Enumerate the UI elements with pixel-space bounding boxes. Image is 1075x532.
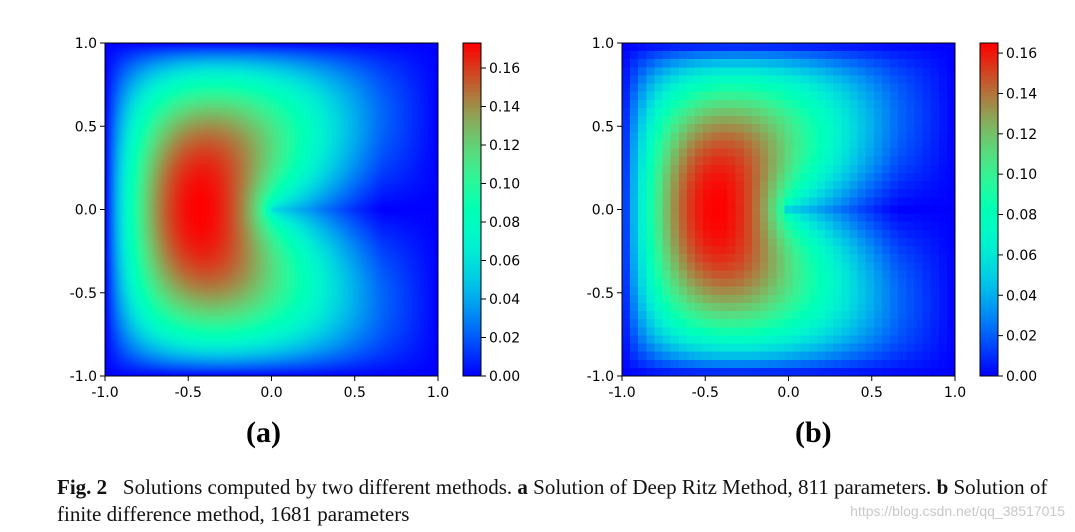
y-tick-label: 0.5 [592, 119, 614, 135]
caption-b-marker: b [936, 475, 949, 499]
colorbar-frame-b [979, 42, 999, 377]
x-tick-label: -0.5 [175, 385, 202, 400]
colorbar-tick-label: 0.02 [489, 331, 520, 347]
y-tick-label: -0.5 [70, 286, 97, 302]
y-ticks-b: 1.0 0.5 0.0 -0.5 -1.0 [587, 36, 622, 385]
colorbar-a [463, 43, 481, 376]
x-tick-label: -1.0 [91, 385, 118, 400]
colorbar-tick-label: 0.14 [1006, 86, 1037, 102]
colorbar-tick-label: 0.04 [1006, 288, 1037, 304]
colorbar-tick-label: 0.04 [489, 292, 520, 308]
figure-caption: Fig. 2 Solutions computed by two differe… [57, 474, 1057, 528]
watermark: https://blog.csdn.net/qq_38517015 [850, 503, 1065, 519]
caption-a-text: Solution of Deep Ritz Method, 811 parame… [533, 475, 932, 499]
x-ticks-b: -1.0 -0.5 0.0 0.5 1.0 [608, 376, 966, 400]
caption-b-text: Solution of finite difference method, 16… [57, 475, 1048, 526]
colorbar-ticks-b: 0.16 0.14 0.12 0.10 0.08 0.06 0.04 0.02 0.00 [998, 46, 1037, 385]
colorbar-tick-label: 0.12 [1006, 127, 1037, 143]
panel-label-b: (b) [795, 416, 832, 449]
x-tick-label: 0.0 [777, 385, 799, 400]
colorbar-b [980, 43, 998, 376]
y-tick-label: 1.0 [75, 36, 97, 52]
colorbar-tick-label: 0.06 [1006, 248, 1037, 264]
x-tick-label: 0.5 [344, 385, 366, 400]
colorbar-tick-label: 0.10 [489, 177, 520, 193]
x-tick-label: -0.5 [692, 385, 719, 400]
panel-b: -1.0 -0.5 0.0 0.5 1.0 1.0 0.5 0.0 -0.5 -1.0 0.16… [577, 30, 1067, 400]
colorbar-tick-label: 0.08 [1006, 208, 1037, 224]
y-tick-label: 1.0 [592, 36, 614, 52]
colorbar-ticks-a: 0.16 0.14 0.12 0.10 0.08 0.06 0.04 0.02 0.00 [481, 61, 520, 385]
caption-a-marker: a [517, 475, 528, 499]
colorbar-tick-label: 0.02 [1006, 329, 1037, 345]
x-tick-label: 0.5 [861, 385, 883, 400]
caption-intro: Solutions computed by two different meth… [122, 475, 513, 499]
panel-label-a: (a) [246, 416, 281, 449]
colorbar-tick-label: 0.16 [1006, 46, 1037, 62]
colorbar-frame-a [462, 42, 482, 377]
x-tick-label: 1.0 [944, 385, 966, 400]
heatmap-a [105, 43, 438, 376]
panel-a-svg: -1.0 -0.5 0.0 0.5 1.0 1.0 0.5 0.0 -0.5 -1.0 0.16… [70, 36, 521, 400]
y-tick-label: -1.0 [587, 369, 614, 385]
x-tick-label: 1.0 [427, 385, 449, 400]
colorbar-tick-label: 0.10 [1006, 167, 1037, 183]
colorbar-tick-label: 0.14 [489, 100, 520, 116]
heatmap-b [622, 43, 955, 376]
y-tick-label: 0.0 [592, 203, 614, 219]
y-tick-label: -1.0 [70, 369, 97, 385]
panel-b-svg: -1.0 -0.5 0.0 0.5 1.0 1.0 0.5 0.0 -0.5 -1.0 0.16… [587, 36, 1038, 400]
x-tick-label: 0.0 [260, 385, 282, 400]
y-tick-label: 0.5 [75, 119, 97, 135]
colorbar-tick-label: 0.00 [1006, 369, 1037, 385]
x-tick-label: -1.0 [608, 385, 635, 400]
colorbar-tick-label: 0.00 [489, 369, 520, 385]
caption-fig-label: Fig. 2 [57, 475, 108, 499]
colorbar-tick-label: 0.16 [489, 61, 520, 77]
panel-a: -1.0 -0.5 0.0 0.5 1.0 1.0 0.5 0.0 -0.5 -1.0 0.16… [60, 30, 530, 400]
colorbar-tick-label: 0.06 [489, 254, 520, 270]
colorbar-tick-label: 0.12 [489, 138, 520, 154]
y-ticks-a: 1.0 0.5 0.0 -0.5 -1.0 [70, 36, 105, 385]
colorbar-tick-label: 0.08 [489, 215, 520, 231]
x-ticks-a: -1.0 -0.5 0.0 0.5 1.0 [91, 376, 449, 400]
y-tick-label: 0.0 [75, 203, 97, 219]
y-tick-label: -0.5 [587, 286, 614, 302]
